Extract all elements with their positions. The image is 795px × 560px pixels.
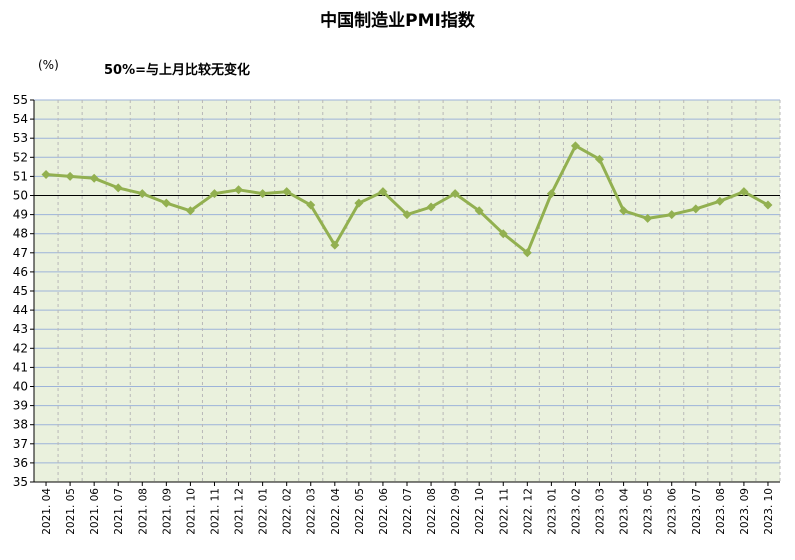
data-point [89,173,99,183]
data-point [258,189,268,199]
y-tick-label: 50 [13,189,28,203]
y-tick-label: 49 [13,208,28,222]
x-tick-label: 2023. 01 [546,488,558,535]
x-tick-label: 2021. 04 [41,488,53,535]
data-point [522,248,532,258]
x-tick-label: 2023. 05 [643,488,655,535]
y-tick-label: 52 [13,150,28,164]
y-tick-label: 54 [13,112,28,126]
x-tick-label: 2023. 06 [667,488,679,535]
x-tick-label: 2021. 06 [89,488,101,535]
data-point [65,171,75,181]
x-tick-label: 2022. 03 [306,488,318,535]
data-point [41,169,51,179]
y-tick-label: 43 [13,322,28,336]
data-point [113,183,123,193]
x-tick-label: 2022. 09 [450,488,462,535]
y-tick-label: 48 [13,227,28,241]
y-tick-label: 47 [13,246,28,260]
data-point [595,154,605,164]
x-tick-label: 2021. 07 [113,488,125,535]
data-point [378,187,388,197]
data-point [354,198,364,208]
data-point [402,210,412,220]
data-point [426,202,436,212]
x-tick-label: 2021. 10 [185,488,197,535]
data-point [763,200,773,210]
x-tick-label: 2022. 06 [378,488,390,535]
y-tick-label: 38 [13,418,28,432]
x-tick-label: 2021. 05 [65,488,77,535]
data-point [137,189,147,199]
data-point [209,189,219,199]
data-point [739,187,749,197]
data-point [161,198,171,208]
data-point [330,240,340,250]
data-point [498,229,508,239]
data-point [185,206,195,216]
data-point [234,185,244,195]
y-tick-label: 45 [13,284,28,298]
y-tick-label: 46 [13,265,28,279]
y-tick-label: 42 [13,341,28,355]
reference-note: 50%=与上月比较无变化 [104,63,251,78]
y-tick-label: 40 [13,380,28,394]
y-unit-label: (%) [38,58,59,72]
x-tick-label: 2022. 08 [426,488,438,535]
data-point [667,210,677,220]
x-tick-label: 2023. 09 [739,488,751,535]
y-tick-label: 36 [13,456,28,470]
x-tick-label: 2021. 08 [137,488,149,535]
x-tick-label: 2023. 04 [619,488,631,535]
data-point [715,196,725,206]
y-tick-label: 51 [13,169,28,183]
y-tick-label: 55 [13,93,28,107]
x-tick-label: 2021. 11 [209,488,221,535]
x-tick-label: 2021. 12 [234,488,246,535]
y-tick-label: 37 [13,437,28,451]
x-tick-label: 2023. 07 [691,488,703,535]
y-tick-label: 53 [13,131,28,145]
y-tick-label: 39 [13,399,28,413]
data-point [691,204,701,214]
x-tick-label: 2022. 04 [330,488,342,535]
x-tick-label: 2023. 10 [763,488,775,535]
data-point [306,200,316,210]
data-point [450,189,460,199]
x-tick-label: 2021. 09 [161,488,173,535]
chart-title: 中国制造业PMI指数 [320,11,475,31]
x-tick-label: 2022. 07 [402,488,414,535]
x-tick-label: 2023. 08 [715,488,727,535]
x-tick-label: 2022. 05 [354,488,366,535]
data-point [643,213,653,223]
x-tick-label: 2022. 12 [522,488,534,535]
data-point [474,206,484,216]
y-tick-label: 44 [13,303,28,317]
y-tick-label: 41 [13,360,28,374]
data-point [570,141,580,151]
x-tick-label: 2022. 10 [474,488,486,535]
data-point [546,189,556,199]
x-tick-label: 2022. 01 [258,488,270,535]
x-tick-label: 2023. 03 [595,488,607,535]
data-point [619,206,629,216]
data-point [282,187,292,197]
x-tick-label: 2022. 02 [282,488,294,535]
y-tick-label: 35 [13,475,28,489]
x-tick-label: 2023. 02 [570,488,582,535]
x-tick-label: 2022. 11 [498,488,510,535]
